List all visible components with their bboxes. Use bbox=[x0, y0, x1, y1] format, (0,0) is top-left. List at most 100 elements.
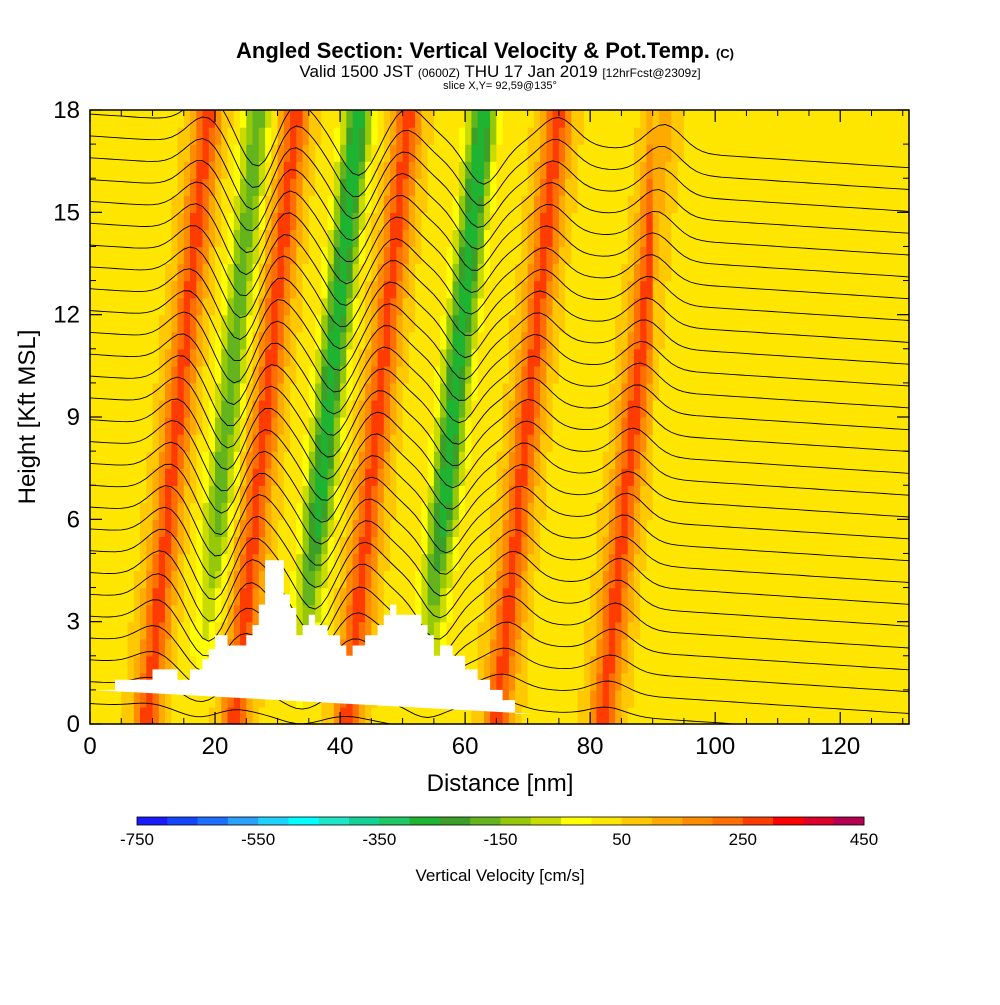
field-cell bbox=[140, 485, 147, 503]
field-cell bbox=[740, 621, 748, 640]
field-cell bbox=[252, 263, 260, 282]
field-cell bbox=[608, 706, 616, 724]
field-cell bbox=[658, 553, 666, 572]
field-cell bbox=[533, 263, 541, 282]
field-cell bbox=[533, 178, 541, 196]
field-cell bbox=[802, 161, 810, 179]
field-cell bbox=[440, 280, 447, 299]
colorbar-tick-label: -750 bbox=[120, 830, 154, 849]
field-cell bbox=[227, 280, 235, 299]
field-cell bbox=[240, 161, 247, 179]
field-cell bbox=[815, 314, 823, 333]
field-cell bbox=[790, 229, 798, 248]
field-cell bbox=[802, 638, 810, 657]
y-tick-label: 9 bbox=[67, 404, 80, 431]
field-cell bbox=[809, 451, 816, 469]
field-cell bbox=[834, 161, 841, 179]
field-cell bbox=[702, 382, 710, 401]
field-cell bbox=[627, 434, 635, 452]
field-cell bbox=[902, 144, 909, 162]
field-cell bbox=[371, 382, 379, 401]
field-cell bbox=[784, 638, 791, 657]
theta-contour bbox=[90, 528, 909, 619]
field-cell bbox=[865, 331, 873, 350]
field-cell bbox=[490, 451, 497, 469]
field-cell bbox=[877, 144, 885, 162]
field-cell bbox=[765, 468, 773, 486]
field-cell bbox=[558, 570, 566, 589]
field-cell bbox=[596, 417, 604, 435]
field-cell bbox=[502, 570, 510, 589]
field-cell bbox=[133, 178, 141, 196]
field-cell bbox=[746, 502, 754, 520]
field-cell bbox=[884, 246, 891, 265]
field-cell bbox=[771, 280, 779, 299]
field-cell bbox=[740, 382, 748, 401]
field-cell bbox=[96, 246, 104, 265]
field-cell bbox=[465, 144, 472, 162]
field-cell bbox=[371, 195, 379, 213]
field-cell bbox=[158, 570, 166, 589]
field-cell bbox=[708, 314, 716, 333]
field-cell bbox=[546, 638, 554, 657]
field-cell bbox=[308, 229, 316, 248]
field-cell bbox=[327, 365, 335, 384]
field-cell bbox=[696, 331, 704, 350]
field-cell bbox=[208, 144, 216, 162]
field-cell bbox=[809, 297, 816, 316]
field-cell bbox=[752, 365, 760, 384]
field-cell bbox=[540, 604, 547, 623]
field-cell bbox=[215, 689, 222, 708]
field-cell bbox=[596, 655, 604, 674]
field-cell bbox=[490, 672, 497, 691]
field-cell bbox=[571, 468, 579, 486]
field-cell bbox=[665, 212, 673, 230]
field-cell bbox=[596, 280, 604, 299]
field-cell bbox=[377, 553, 385, 572]
field-cell bbox=[502, 672, 510, 691]
field-cell bbox=[796, 297, 804, 316]
field-cell bbox=[890, 587, 898, 606]
field-cell bbox=[396, 161, 404, 179]
field-cell bbox=[183, 178, 191, 196]
field-cell bbox=[815, 161, 823, 179]
field-cell bbox=[133, 314, 141, 333]
field-cell bbox=[583, 195, 591, 213]
y-tick-label: 3 bbox=[67, 609, 80, 636]
colorbar-swatch bbox=[833, 817, 865, 825]
field-cell bbox=[796, 263, 804, 282]
field-cell bbox=[377, 536, 385, 555]
field-cell bbox=[452, 331, 460, 350]
field-cell bbox=[396, 451, 404, 469]
field-cell bbox=[840, 604, 848, 623]
field-cell bbox=[396, 195, 404, 213]
field-cell bbox=[165, 519, 172, 537]
field-cell bbox=[558, 382, 566, 401]
field-cell bbox=[371, 570, 379, 589]
field-cell bbox=[865, 212, 873, 230]
field-cell bbox=[902, 229, 909, 248]
field-cell bbox=[365, 195, 372, 213]
field-cell bbox=[834, 587, 841, 606]
field-cell bbox=[608, 638, 616, 657]
field-cell bbox=[777, 178, 785, 196]
field-cell bbox=[158, 263, 166, 282]
field-cell bbox=[627, 553, 635, 572]
field-cell bbox=[102, 689, 110, 708]
field-cell bbox=[196, 382, 204, 401]
field-cell bbox=[396, 331, 404, 350]
field-cell bbox=[515, 536, 522, 555]
field-cell bbox=[115, 127, 122, 145]
field-cell bbox=[152, 638, 160, 657]
field-cell bbox=[471, 127, 479, 145]
field-cell bbox=[677, 399, 685, 418]
field-cell bbox=[771, 485, 779, 503]
field-cell bbox=[577, 365, 585, 384]
field-cell bbox=[346, 314, 354, 333]
field-cell bbox=[133, 638, 141, 657]
field-cell bbox=[246, 280, 254, 299]
field-cell bbox=[815, 655, 823, 674]
field-cell bbox=[202, 178, 210, 196]
field-cell bbox=[133, 655, 141, 674]
field-cell bbox=[890, 178, 898, 196]
